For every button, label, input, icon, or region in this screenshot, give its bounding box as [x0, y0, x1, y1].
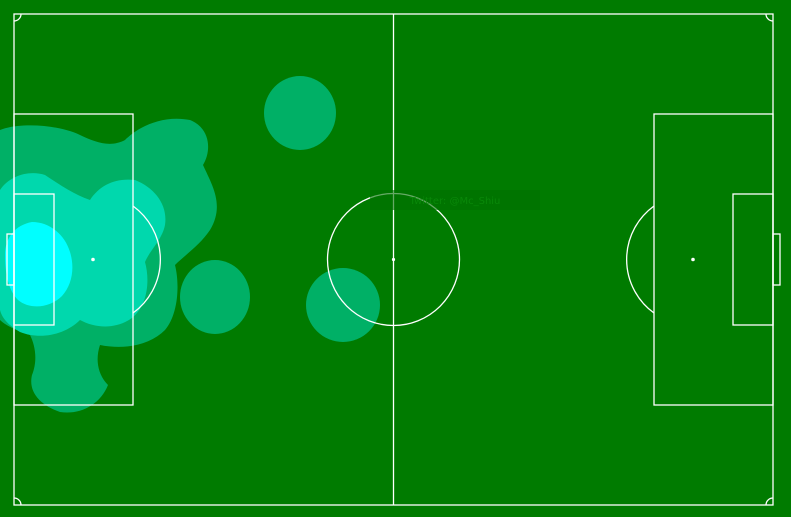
left-penalty-arc	[132, 205, 161, 314]
watermark-backdrop	[370, 190, 540, 210]
center-spot	[391, 257, 396, 262]
left-penalty-spot	[91, 257, 95, 262]
corner-arc-bottom-right	[765, 497, 774, 506]
right-penalty-arc	[626, 205, 655, 314]
pitch-spots	[91, 257, 695, 262]
watermark-text: Twitter: @Mc_Shiu	[409, 196, 501, 207]
corner-arc-top-left	[13, 13, 22, 22]
corner-arc-bottom-left	[13, 497, 22, 506]
right-goal	[772, 233, 781, 286]
heatmap-layer	[0, 76, 380, 413]
right-penalty-spot	[691, 257, 695, 262]
heatmap-high	[5, 222, 73, 307]
left-goal	[6, 233, 15, 286]
pitch-lines	[6, 13, 781, 506]
corner-arc-top-right	[765, 13, 774, 22]
